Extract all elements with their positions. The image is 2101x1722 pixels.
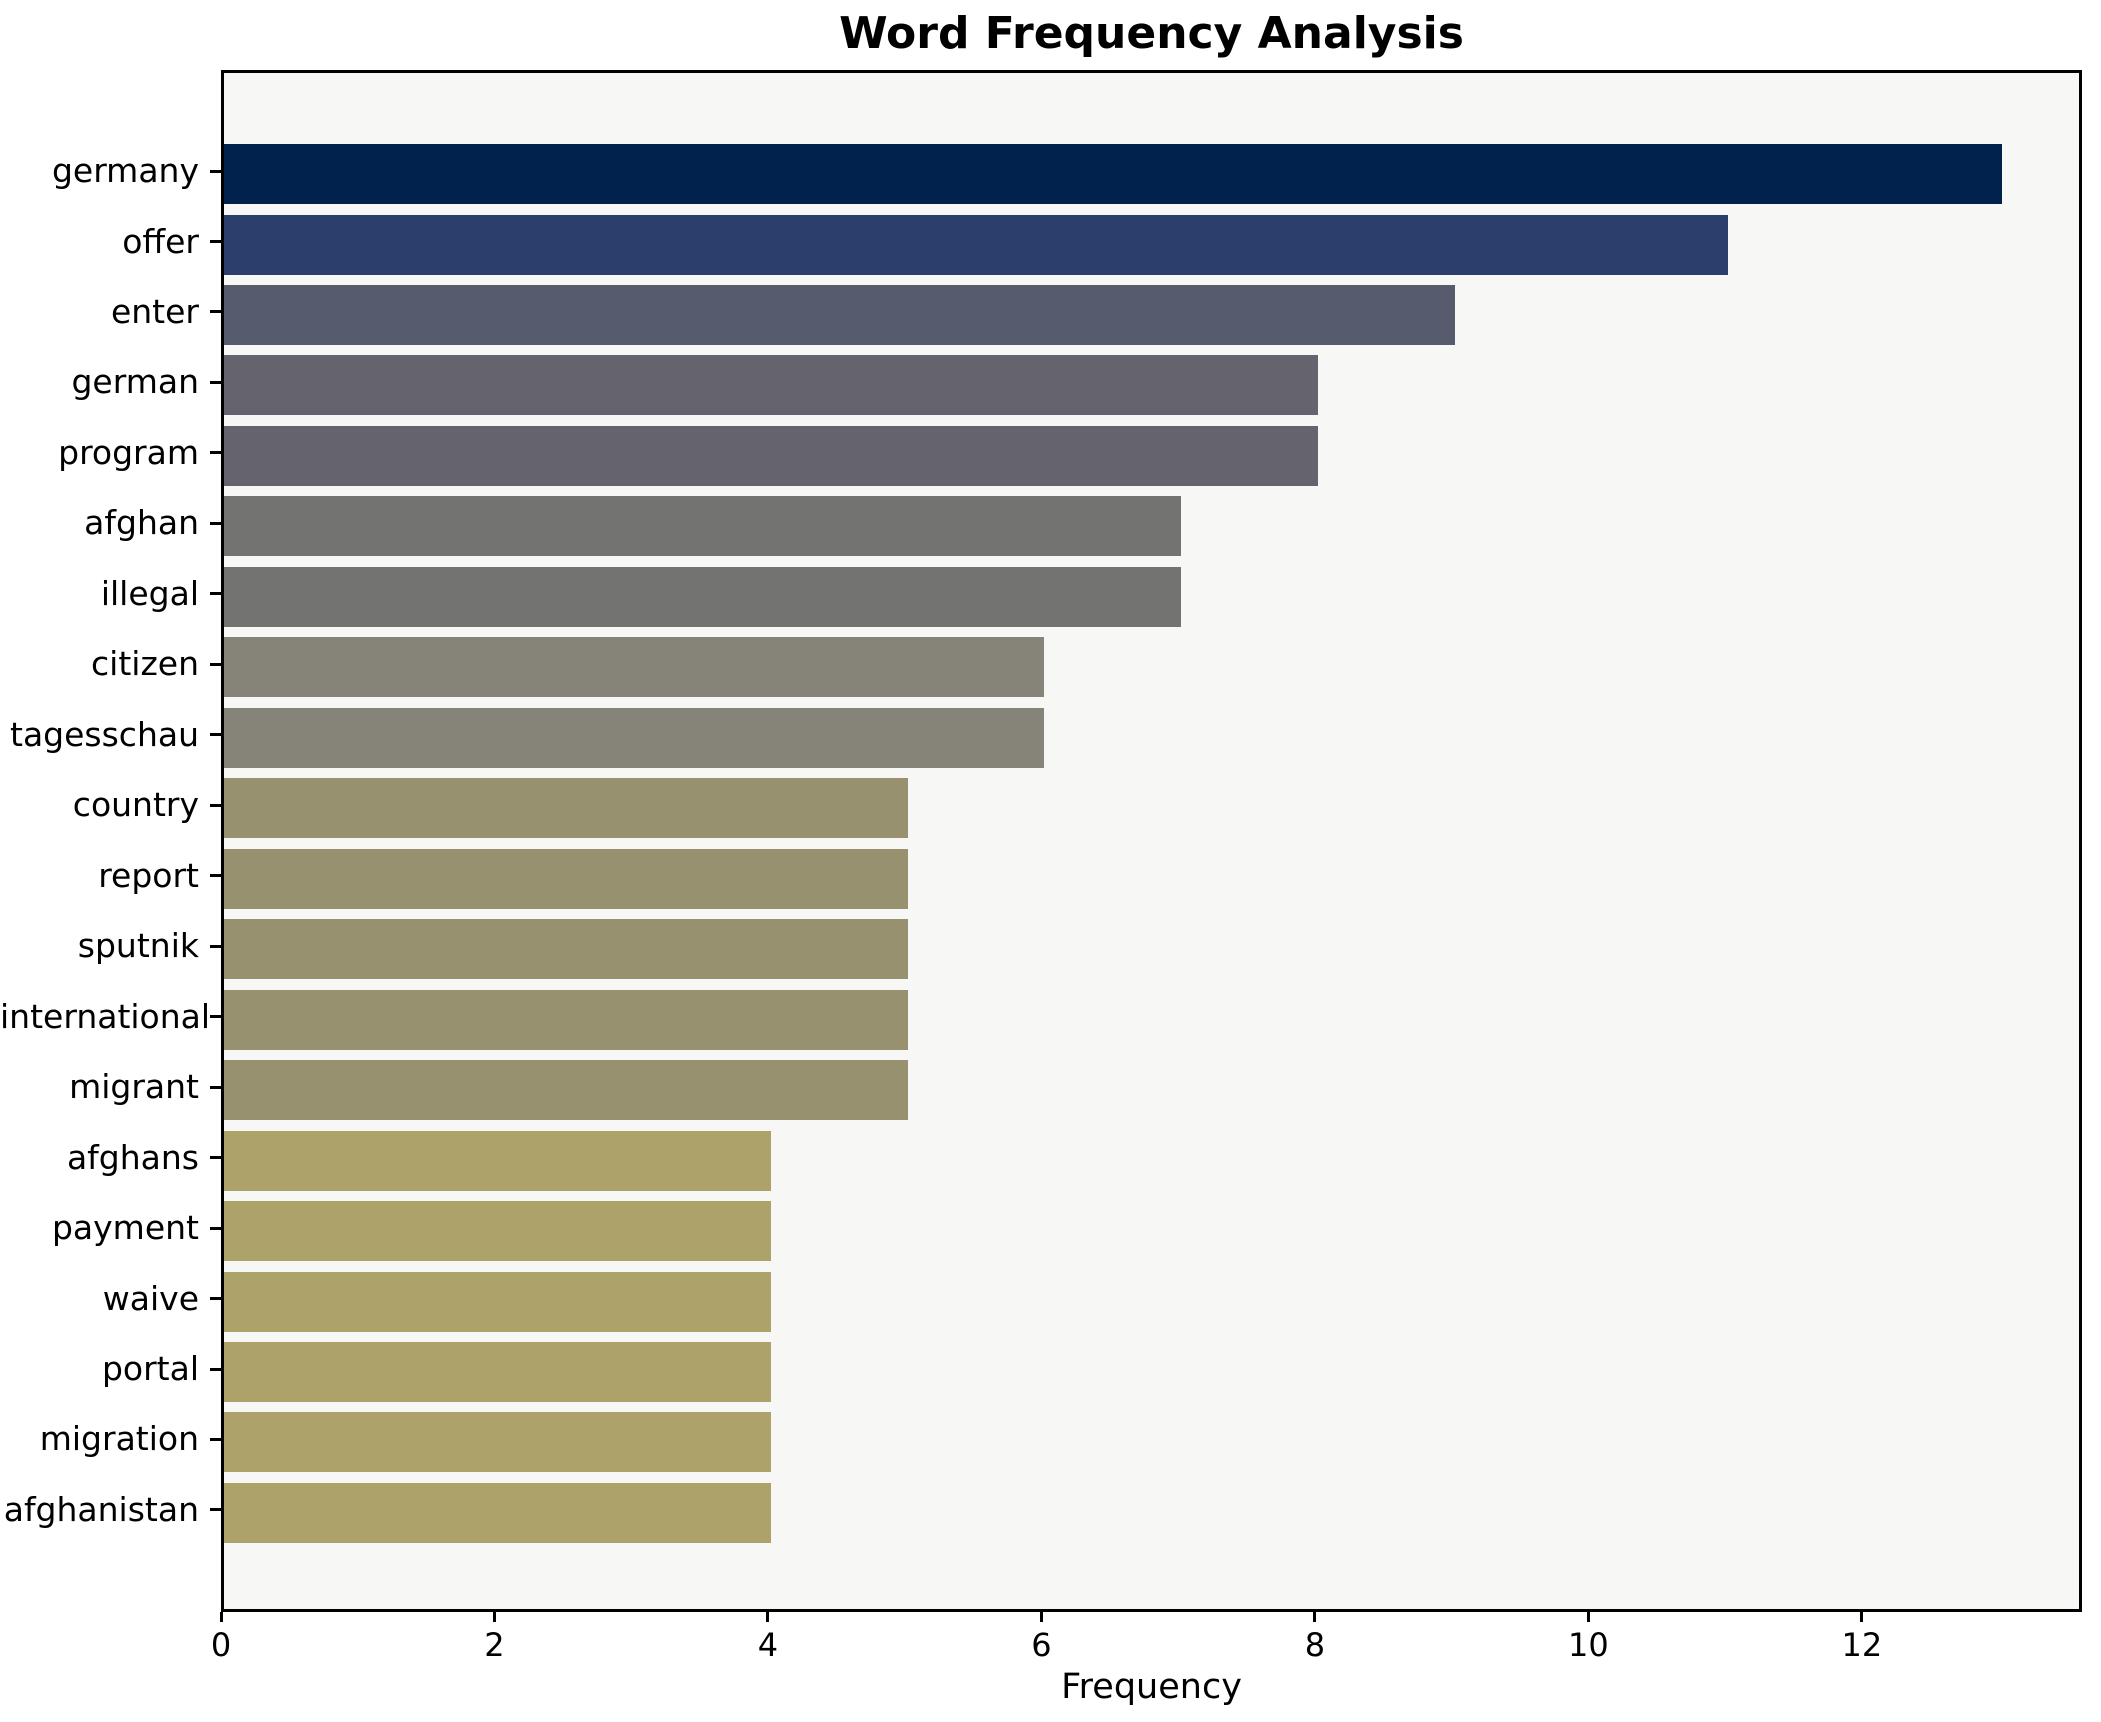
y-tick-mark: [210, 1367, 221, 1371]
x-tick-mark: [219, 1612, 223, 1622]
x-tick-label-6: 6: [1031, 1626, 1052, 1664]
x-tick-label-10: 10: [1568, 1626, 1609, 1664]
bar-illegal: [224, 566, 1182, 627]
bar-sputnik: [224, 919, 908, 980]
bar-enter: [224, 284, 1455, 345]
chart-title: Word Frequency Analysis: [839, 8, 1464, 59]
y-tick-mark: [210, 803, 221, 807]
x-tick-mark: [1313, 1612, 1317, 1622]
y-tick-label-migrant: migrant: [69, 1067, 199, 1107]
y-tick-mark: [210, 380, 221, 384]
y-tick-mark: [210, 240, 221, 243]
x-tick-label-8: 8: [1304, 1626, 1326, 1664]
y-tick-label-report: report: [98, 855, 199, 895]
y-tick-mark: [210, 874, 221, 878]
y-tick-label-afghans: afghans: [66, 1137, 199, 1177]
bar-international: [224, 989, 908, 1050]
y-tick-label-tagesschau: tagesschau: [10, 714, 199, 754]
x-tick-label-12: 12: [1841, 1626, 1883, 1664]
bar-afghanistan: [224, 1482, 771, 1543]
y-tick-mark: [210, 1226, 221, 1230]
y-tick-label-german: german: [71, 362, 199, 402]
y-tick-label-portal: portal: [101, 1349, 199, 1389]
bar-portal: [224, 1342, 771, 1403]
x-tick-label-4: 4: [757, 1626, 779, 1664]
y-tick-label-offer: offer: [122, 221, 199, 261]
bar-afghans: [224, 1130, 771, 1191]
y-tick-mark: [210, 1508, 221, 1512]
y-tick-mark: [210, 1085, 221, 1089]
y-tick-label-waive: waive: [102, 1278, 199, 1318]
bar-migrant: [224, 1060, 908, 1121]
y-tick-label-enter: enter: [110, 291, 199, 331]
bar-germany: [224, 144, 2002, 205]
bar-migration: [224, 1412, 771, 1473]
x-tick-label-2: 2: [484, 1626, 505, 1664]
bar-waive: [224, 1271, 771, 1332]
x-tick-mark: [1586, 1612, 1590, 1622]
bar-report: [224, 848, 908, 909]
y-tick-label-afghanistan: afghanistan: [3, 1489, 199, 1529]
y-tick-label-migration: migration: [39, 1419, 199, 1459]
y-tick-mark: [210, 1297, 221, 1301]
x-tick-mark: [1860, 1612, 1864, 1622]
plot-area: [221, 70, 2082, 1612]
bar-payment: [224, 1201, 771, 1262]
y-tick-label-germany: germany: [51, 151, 199, 191]
bar-program: [224, 425, 1318, 486]
x-tick-label-0: 0: [210, 1626, 232, 1664]
y-tick-label-program: program: [58, 432, 199, 472]
bar-german: [224, 355, 1318, 416]
y-tick-mark: [210, 310, 221, 314]
y-tick-mark: [210, 169, 221, 173]
y-tick-mark: [210, 1437, 221, 1441]
bar-afghan: [224, 496, 1182, 557]
x-tick-mark: [1039, 1612, 1043, 1622]
bar-citizen: [224, 637, 1045, 698]
y-tick-mark: [210, 451, 221, 455]
y-tick-label-citizen: citizen: [91, 644, 199, 684]
y-tick-label-sputnik: sputnik: [77, 926, 199, 966]
y-tick-mark: [210, 733, 221, 737]
y-tick-mark: [210, 662, 221, 666]
y-tick-mark: [210, 944, 221, 948]
x-tick-mark: [766, 1612, 770, 1622]
bar-country: [224, 778, 908, 839]
y-tick-mark: [210, 1015, 221, 1019]
y-tick-label-country: country: [72, 785, 199, 825]
y-tick-label-afghan: afghan: [84, 503, 199, 543]
y-tick-mark: [210, 1156, 221, 1160]
bars-layer: [224, 73, 2079, 1609]
y-tick-label-international: international: [0, 996, 211, 1036]
y-tick-mark: [210, 521, 221, 525]
x-tick-mark: [492, 1612, 496, 1622]
y-tick-label-illegal: illegal: [100, 573, 199, 613]
x-axis-label: Frequency: [1061, 1667, 1242, 1707]
bar-tagesschau: [224, 707, 1045, 768]
y-tick-label-payment: payment: [51, 1208, 199, 1248]
bar-offer: [224, 214, 1729, 275]
y-tick-mark: [210, 592, 221, 596]
